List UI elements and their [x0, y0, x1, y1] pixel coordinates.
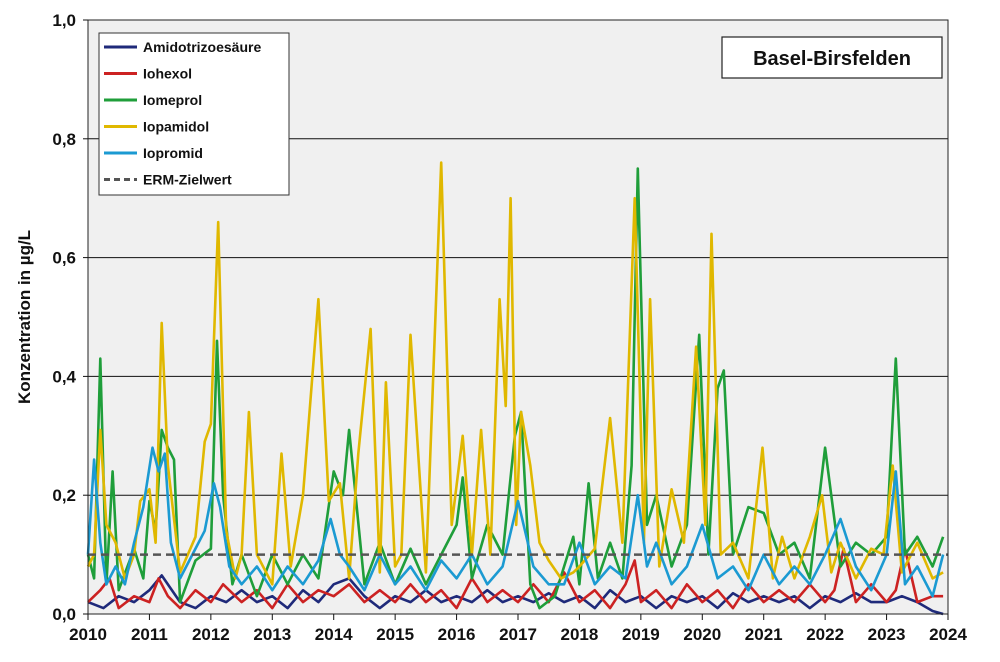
x-tick-label: 2020	[683, 625, 721, 644]
y-axis-title: Konzentration in µg/L	[15, 230, 34, 404]
x-tick-label: 2017	[499, 625, 537, 644]
chart-title: Basel-Birsfelden	[753, 48, 911, 70]
y-tick-label: 0,8	[52, 130, 76, 149]
x-tick-label: 2024	[929, 625, 967, 644]
series-line-amidotrizoes-ure	[87, 574, 944, 616]
legend-box	[98, 32, 290, 196]
x-tick-label: 2018	[561, 625, 599, 644]
station-label-box: Basel-Birsfelden	[721, 36, 943, 79]
x-tick-label: 2015	[376, 625, 414, 644]
y-axis-ticks: 0,0 0,2 0,4 0,6 0,8 1,0	[52, 11, 88, 624]
legend-label: Amidotrizoesäure	[143, 39, 261, 55]
x-tick-label: 2010	[69, 625, 107, 644]
y-tick-label: 1,0	[52, 11, 76, 30]
series-line-iopamidol	[86, 161, 944, 586]
y-tick-label: 0,6	[52, 249, 76, 268]
station-box	[721, 36, 943, 79]
x-tick-label: 2011	[131, 625, 168, 644]
x-tick-label: 2021	[745, 625, 783, 644]
series-line-iopromid	[86, 446, 945, 598]
legend: Amidotrizoesäure Iohexol Iomeprol Iopamidol…	[98, 32, 290, 196]
series-lines	[86, 161, 945, 616]
legend-label: Iopamidol	[143, 119, 209, 135]
x-axis-ticks: 2010 2011 2012 2013 2014 2015 2016 2017 2018 2019…	[69, 614, 967, 644]
y-tick-label: 0,2	[52, 486, 76, 505]
x-tick-label: 2014	[315, 625, 353, 644]
x-tick-label: 2019	[622, 625, 660, 644]
y-tick-label: 0,4	[52, 367, 76, 386]
legend-label: ERM-Zielwert	[143, 172, 232, 188]
series-line-iomeprol	[86, 167, 945, 610]
x-tick-label: 2023	[868, 625, 906, 644]
legend-label: Iopromid	[143, 145, 203, 161]
series-line-iohexol	[87, 547, 944, 610]
x-tick-label: 2012	[192, 625, 230, 644]
x-tick-label: 2013	[253, 625, 291, 644]
legend-label: Iohexol	[143, 66, 192, 82]
x-tick-label: 2022	[806, 625, 844, 644]
legend-label: Iomeprol	[143, 92, 202, 108]
x-tick-label: 2016	[438, 625, 476, 644]
y-tick-label: 0,0	[52, 605, 76, 624]
